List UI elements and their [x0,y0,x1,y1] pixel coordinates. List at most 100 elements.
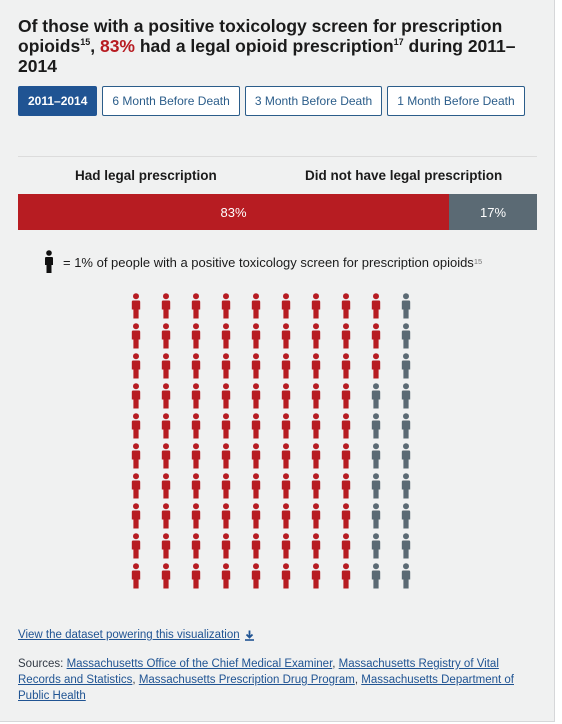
person-icon-had-prescription [341,383,351,409]
person-icon-had-prescription [191,503,201,529]
person-icon-had-prescription [341,563,351,589]
person-icon-had-prescription [371,323,381,349]
person-icon-had-prescription [281,383,291,409]
person-icon-had-prescription [251,413,261,439]
person-icon-had-prescription [191,443,201,469]
person-icon-had-prescription [161,533,171,559]
person-icon-had-prescription [341,323,351,349]
person-icon-no-prescription [401,533,411,559]
person-icon-had-prescription [341,293,351,319]
person-icon-had-prescription [191,413,201,439]
person-icon-had-prescription [131,383,141,409]
person-icon-had-prescription [311,323,321,349]
pictogram-grid [131,293,421,593]
person-icon-had-prescription [311,533,321,559]
person-icon-had-prescription [251,293,261,319]
sources: Sources: Massachusetts Office of the Chi… [18,658,514,702]
person-icon-had-prescription [131,443,141,469]
person-icon-had-prescription [161,323,171,349]
source-link-registry[interactable]: Massachusetts Registry of Vital Records … [18,658,499,686]
tab-3-month-before-death[interactable]: 3 Month Before Death [244,86,383,116]
person-icon-had-prescription [311,383,321,409]
person-icon-had-prescription [341,413,351,439]
person-icon-no-prescription [371,503,381,529]
pictogram-legend: = 1% of people with a positive toxicolog… [44,250,482,274]
person-icon-had-prescription [131,563,141,589]
person-icon-had-prescription [311,353,321,379]
person-icon-had-prescription [251,353,261,379]
person-icon-had-prescription [131,293,141,319]
person-icon-had-prescription [131,413,141,439]
source-link-ocme[interactable]: Massachusetts Office of the Chief Medica… [66,658,333,670]
person-icon-had-prescription [191,473,201,499]
period-tabs: 2011–2014 6 Month Before Death 3 Month B… [18,86,525,116]
person-icon-had-prescription [311,293,321,319]
person-icon-had-prescription [311,413,321,439]
tab-6-month-before-death[interactable]: 6 Month Before Death [102,86,240,116]
category-label-had: Had legal prescription [75,168,217,183]
bar-label-had: 83% [220,204,247,220]
person-icon-had-prescription [281,563,291,589]
person-icon-had-prescription [251,503,261,529]
person-icon-had-prescription [161,473,171,499]
person-icon-had-prescription [191,563,201,589]
person-icon-had-prescription [341,443,351,469]
tab-2011-2014[interactable]: 2011–2014 [18,86,98,116]
category-label-did-not-have: Did not have legal prescription [305,168,503,183]
person-icon-had-prescription [251,443,261,469]
person-icon-had-prescription [341,503,351,529]
person-icon-had-prescription [221,563,231,589]
person-icon-had-prescription [281,413,291,439]
person-icon-had-prescription [161,353,171,379]
person-icon-had-prescription [281,443,291,469]
person-icon-had-prescription [131,473,141,499]
person-icon-had-prescription [341,353,351,379]
person-icon-no-prescription [371,473,381,499]
person-icon-no-prescription [401,323,411,349]
person-icon-had-prescription [251,533,261,559]
person-icon-no-prescription [371,563,381,589]
headline-emphasis: prescription opioids [18,16,503,56]
footnote-ref: 15 [80,37,91,48]
person-icon-no-prescription [371,533,381,559]
person-icon-had-prescription [191,383,201,409]
person-icon-had-prescription [191,533,201,559]
person-icon-had-prescription [161,563,171,589]
person-icon-no-prescription [371,413,381,439]
person-icon-had-prescription [221,503,231,529]
person-icon-had-prescription [161,443,171,469]
person-icon-had-prescription [251,383,261,409]
person-icon-no-prescription [401,383,411,409]
bar-segment-did-not-have: 17% [449,194,537,230]
person-icon-had-prescription [371,353,381,379]
person-icon-had-prescription [161,413,171,439]
footnote-ref: 17 [393,37,404,48]
person-icon-had-prescription [191,353,201,379]
dataset-download-link[interactable]: View the dataset powering this visualiza… [18,629,255,641]
person-icon-had-prescription [161,293,171,319]
person-icon-had-prescription [251,323,261,349]
page-title: Of those with a positive toxicology scre… [18,16,516,76]
person-icon-had-prescription [131,503,141,529]
person-icon-had-prescription [131,533,141,559]
bar-label-did-not-have: 17% [479,204,507,220]
source-link-pdmp[interactable]: Massachusetts Prescription Drug Program [138,674,355,686]
person-icon-no-prescription [401,443,411,469]
headline-percent: 83% [99,36,135,56]
person-icon-had-prescription [281,353,291,379]
person-icon [45,250,53,273]
person-icon-had-prescription [221,473,231,499]
person-icon-no-prescription [401,293,411,319]
download-icon [244,630,254,641]
person-icon-had-prescription [311,473,321,499]
person-icon-had-prescription [281,503,291,529]
person-icon-no-prescription [401,563,411,589]
person-icon-had-prescription [311,503,321,529]
source-link-dph[interactable]: Massachusetts Department of Public Healt… [18,674,514,702]
person-icon-no-prescription [371,383,381,409]
person-icon-had-prescription [371,293,381,319]
person-icon-had-prescription [311,563,321,589]
tab-1-month-before-death[interactable]: 1 Month Before Death [387,86,525,116]
person-icon-had-prescription [161,503,171,529]
